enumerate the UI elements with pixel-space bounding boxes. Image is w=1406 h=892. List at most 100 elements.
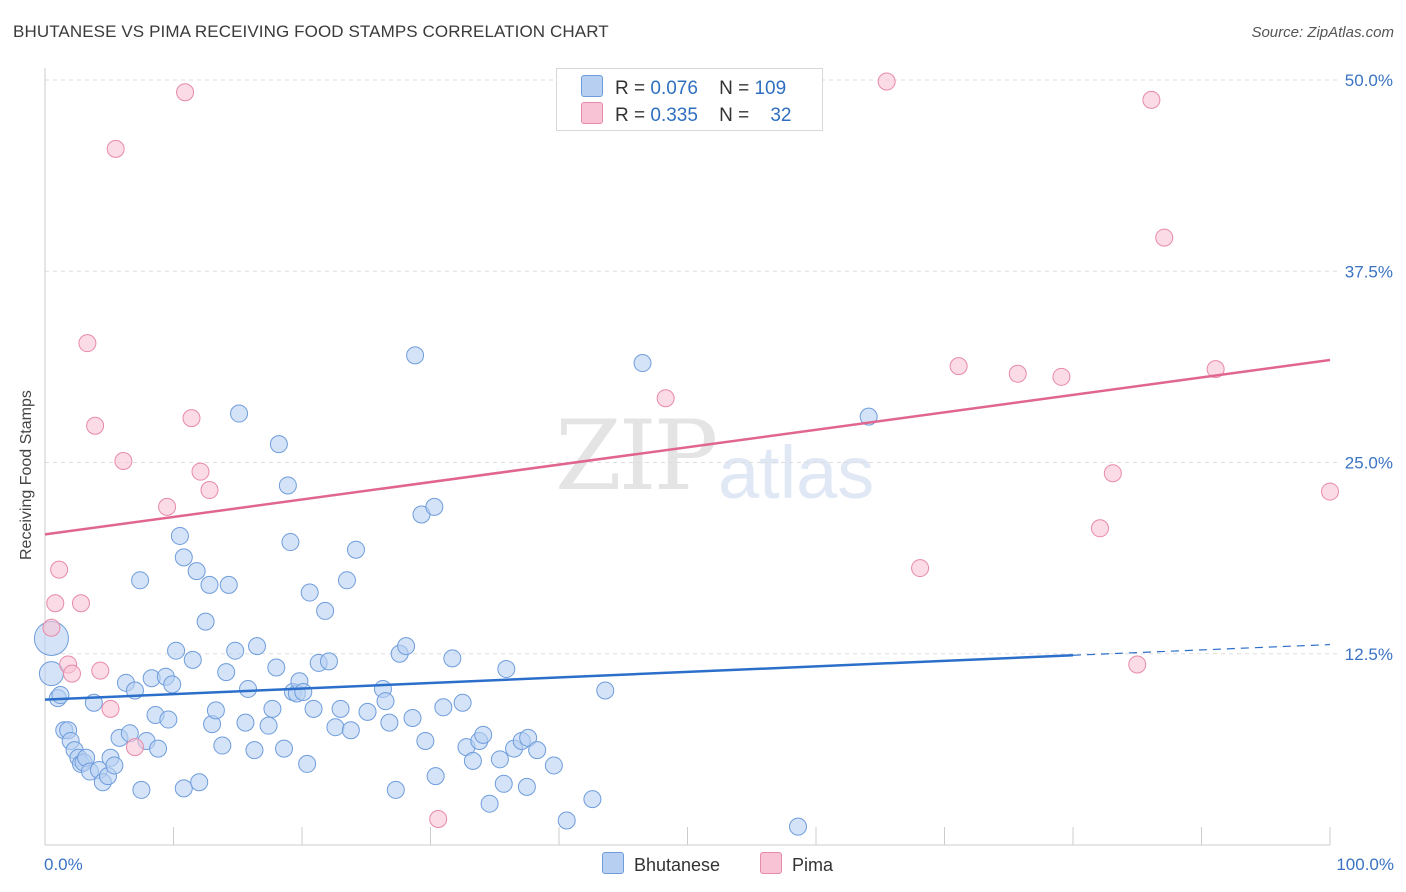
bhutanese-point [426,767,445,786]
pima-point [158,497,177,516]
watermark-atlas: atlas [718,431,875,514]
pima-point [71,594,90,613]
bhutanese-point [267,658,286,677]
bhutanese-point [497,660,516,679]
pink-swatch [581,102,603,124]
grid-lines [45,79,1340,655]
legend-r-label: R = [615,78,646,99]
legend-row-bhutanese: R = 0.076 N = 109 [581,75,786,99]
bhutanese-point [490,750,509,769]
bhutanese-point [132,780,151,799]
y-tick-label: 50.0% [1345,71,1393,90]
bhutanese-point [300,583,319,602]
correlation-legend: R = 0.076 N = 109 R = 0.335 N = 32 [556,68,823,131]
pima-point [656,389,675,408]
bhutanese-point [275,739,294,758]
pima-point [1008,364,1027,383]
x-tick-label-min: 0.0% [44,855,83,874]
bhutanese-point [239,679,258,698]
bhutanese-point [425,497,444,516]
pima-point [106,139,125,158]
bhutanese-point [183,650,202,669]
pima-point [182,409,201,428]
bhutanese-point [298,754,317,773]
bhutanese-point [528,741,547,760]
trend-lines [44,358,1331,701]
bhutanese-point [544,756,563,775]
bhutanese-point [236,713,255,732]
pima-point [1142,90,1161,109]
bhutanese-point [406,346,425,365]
pima-point [50,560,69,579]
bhutanese-point [269,435,288,454]
pima-point [1321,482,1339,501]
bhutanese-point [105,756,124,775]
bhutanese-point [474,725,493,744]
bottom-legend-bhutanese-label: Bhutanese [634,855,721,875]
bhutanese-point [386,780,405,799]
bhutanese-point [213,736,232,755]
legend-row-pima: R = 0.335 N = 32 [581,102,791,126]
bhutanese-point [230,404,249,423]
bhutanese-point [331,699,350,718]
x-tick-label-max: 100.0% [1336,855,1394,874]
bhutanese-point [304,699,323,718]
pima-trend-line [44,358,1331,536]
bhutanese-point [206,701,225,720]
bhutanese-point [789,817,808,836]
legend-pink-n: 32 [770,105,792,126]
bhutanese-point [596,681,615,700]
bhutanese-point [245,741,264,760]
legend-pink-r: 0.335 [650,105,698,126]
legend-blue-r: 0.076 [650,78,698,99]
pima-point [91,661,110,680]
pima-point [911,559,930,578]
bhutanese-point [403,709,422,728]
pima-point [114,451,133,470]
bhutanese-point [259,716,278,735]
bhutanese-point [416,731,435,750]
bhutanese-point [190,773,209,792]
legend-n-label-2: N = [719,105,750,126]
pima-point [1052,367,1071,386]
tick-labels: 12.5% 25.0% 37.5% 50.0% 0.0% 100.0% [44,71,1394,874]
y-tick-label: 12.5% [1345,645,1393,664]
bhutanese-point [149,739,168,758]
pima-point [1155,228,1174,247]
bhutanese-point [281,533,300,552]
pima-points [42,72,1339,828]
bhutanese-point [170,526,189,545]
bhutanese-point [557,811,576,830]
bhutanese-point [196,612,215,631]
bhutanese-point [434,698,453,717]
bhutanese-point [187,562,206,581]
bhutanese-point [480,794,499,813]
pima-point [949,357,968,376]
pima-point [200,481,219,500]
bottom-pink-swatch [760,852,782,874]
bhutanese-point [397,637,416,656]
pima-point [1206,360,1225,379]
bhutanese-point [159,710,178,729]
bhutanese-point [219,575,238,594]
bottom-legend-bhutanese: Bhutanese [602,852,720,876]
watermark-zip: ZIP [555,400,718,512]
legend-n-label: N = [719,78,750,99]
bhutanese-point [174,779,193,798]
axes [44,68,1331,846]
bottom-legend-pima: Pima [760,852,833,876]
bhutanese-point [519,728,538,747]
pima-point [42,618,61,637]
pima-point [101,699,120,718]
bhutanese-point [376,692,395,711]
bhutanese-point [278,476,297,495]
bhutanese-point [163,675,182,694]
bhutanese-point [294,683,313,701]
bhutanese-point [200,575,219,594]
y-tick-label: 25.0% [1345,454,1393,473]
pima-point [46,594,65,613]
pima-point [1090,519,1109,538]
bhutanese-point [51,686,70,705]
pima-point [62,664,81,683]
